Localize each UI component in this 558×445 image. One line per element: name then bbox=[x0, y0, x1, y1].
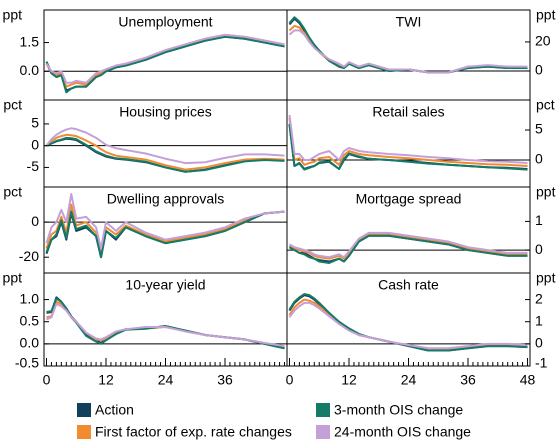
x-tick-label: 24 bbox=[401, 372, 417, 388]
unit-label: ppt bbox=[3, 7, 23, 23]
y-tick-label: 0.0 bbox=[20, 62, 40, 78]
y-tick-label: 1.0 bbox=[20, 290, 40, 306]
legend-label: Action bbox=[95, 402, 134, 418]
series-line bbox=[45, 33, 285, 88]
unit-label: ppt bbox=[536, 270, 556, 286]
y-tick-label: 0 bbox=[535, 151, 543, 167]
x-tick-label: 24 bbox=[158, 372, 174, 388]
series-line bbox=[45, 35, 285, 94]
series-line bbox=[45, 193, 285, 250]
series-line bbox=[45, 33, 285, 84]
unit-label: pct bbox=[3, 184, 22, 200]
series-line bbox=[45, 210, 285, 259]
series-line bbox=[288, 117, 528, 167]
series-line bbox=[288, 294, 528, 352]
series-line bbox=[288, 29, 528, 74]
series-line bbox=[288, 123, 528, 171]
y-tick-label: 1 bbox=[535, 312, 543, 328]
legend-label: 3-month OIS change bbox=[334, 402, 463, 418]
y-tick-label: 1.5 bbox=[20, 33, 40, 49]
y-tick-label: 2 bbox=[535, 290, 543, 306]
y-tick-label: 0 bbox=[31, 136, 39, 152]
x-tick-label: 36 bbox=[460, 372, 476, 388]
series-line bbox=[45, 133, 285, 171]
legend-swatch bbox=[77, 425, 91, 439]
series-line bbox=[288, 298, 528, 351]
y-tick-label: 1 bbox=[535, 212, 543, 228]
unit-label: ppt bbox=[536, 184, 556, 200]
legend-swatch bbox=[77, 403, 91, 417]
legend-label: 24-month OIS change bbox=[334, 424, 471, 440]
legend-swatch bbox=[316, 403, 330, 417]
y-tick-label: 5 bbox=[31, 115, 39, 131]
y-tick-label: 20 bbox=[535, 33, 551, 49]
panel-title: Housing prices bbox=[119, 104, 212, 120]
series-line bbox=[45, 127, 285, 165]
y-tick-label: 0 bbox=[31, 213, 39, 229]
y-tick-label: -20 bbox=[19, 248, 39, 264]
y-tick-label: 0 bbox=[535, 241, 543, 257]
series-line bbox=[288, 301, 528, 350]
x-tick-label: 12 bbox=[98, 372, 114, 388]
series-line bbox=[46, 136, 285, 173]
series-line bbox=[288, 234, 528, 264]
y-tick-label: -0.5 bbox=[15, 355, 39, 371]
panel-title: Retail sales bbox=[372, 104, 444, 120]
x-tick-label: 48 bbox=[520, 372, 536, 388]
legend-label: First factor of exp. rate changes bbox=[95, 424, 292, 440]
panel-title: Cash rate bbox=[378, 277, 439, 293]
panel-title: Mortgage spread bbox=[356, 191, 462, 207]
unit-label: ppt bbox=[3, 270, 23, 286]
y-tick-label: 5 bbox=[535, 121, 543, 137]
series-line bbox=[46, 303, 285, 348]
panel-title: Unemployment bbox=[118, 14, 212, 30]
y-tick-label: 0 bbox=[535, 335, 543, 351]
y-tick-label: 0 bbox=[535, 62, 543, 78]
x-tick-label: 0 bbox=[286, 372, 294, 388]
panel-title: Dwelling approvals bbox=[107, 191, 225, 207]
x-tick-label: 36 bbox=[217, 372, 233, 388]
panel-title: TWI bbox=[396, 14, 422, 30]
series-line bbox=[288, 231, 528, 259]
legend-swatch bbox=[316, 425, 330, 439]
y-tick-label: 0.5 bbox=[20, 312, 40, 328]
x-tick-label: 12 bbox=[341, 372, 357, 388]
y-tick-label: 0.0 bbox=[20, 335, 40, 351]
series-line bbox=[288, 293, 528, 352]
series-line bbox=[288, 114, 528, 164]
unit-label: pct bbox=[3, 97, 22, 113]
panel-title: 10-year yield bbox=[125, 277, 205, 293]
x-tick-label: 0 bbox=[43, 372, 51, 388]
y-tick-label: -5 bbox=[27, 158, 40, 174]
y-tick-label: -1 bbox=[535, 355, 548, 371]
unit-label: pct bbox=[536, 97, 555, 113]
unit-label: ppt bbox=[536, 7, 556, 23]
